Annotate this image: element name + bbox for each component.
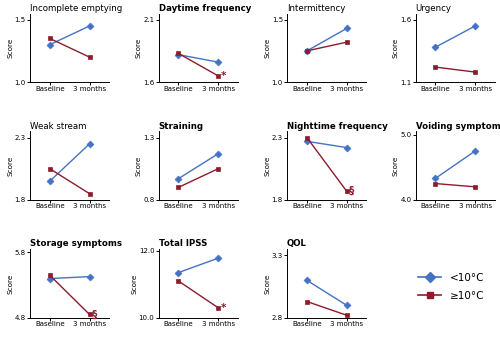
Y-axis label: Score: Score: [264, 273, 270, 294]
Text: *: *: [220, 71, 226, 81]
Text: §: §: [349, 186, 354, 196]
Text: *: *: [220, 303, 226, 313]
Text: §: §: [92, 310, 98, 319]
Y-axis label: Score: Score: [136, 38, 141, 58]
Text: Daytime frequency: Daytime frequency: [158, 4, 251, 13]
Y-axis label: Score: Score: [264, 38, 270, 58]
Text: Urgency: Urgency: [416, 4, 452, 13]
Y-axis label: Score: Score: [393, 155, 399, 176]
Text: Voiding symptoms: Voiding symptoms: [416, 122, 500, 130]
Y-axis label: Score: Score: [8, 273, 14, 294]
Text: Weak stream: Weak stream: [30, 122, 86, 130]
Y-axis label: Score: Score: [393, 38, 399, 58]
Y-axis label: Score: Score: [7, 38, 13, 58]
Legend: <10°C, ≥10°C: <10°C, ≥10°C: [418, 272, 484, 301]
Text: Total IPSS: Total IPSS: [158, 239, 207, 248]
Text: Nighttime frequency: Nighttime frequency: [287, 122, 388, 130]
Y-axis label: Score: Score: [7, 155, 13, 176]
Text: Straining: Straining: [158, 122, 204, 130]
Text: Incomplete emptying: Incomplete emptying: [30, 4, 122, 13]
Text: QOL: QOL: [287, 239, 307, 248]
Y-axis label: Score: Score: [131, 273, 137, 294]
Y-axis label: Score: Score: [136, 155, 141, 176]
Text: Intermittency: Intermittency: [287, 4, 346, 13]
Y-axis label: Score: Score: [264, 155, 270, 176]
Text: Storage symptoms: Storage symptoms: [30, 239, 122, 248]
